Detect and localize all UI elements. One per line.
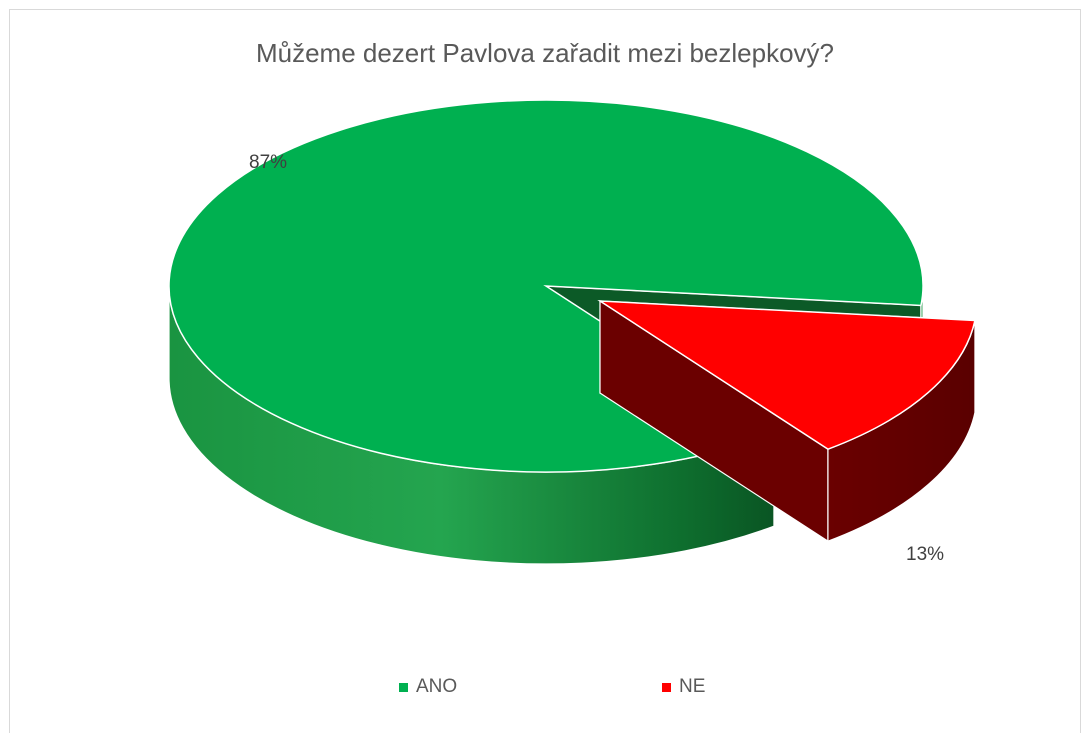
legend-swatch-ne [662, 682, 671, 692]
legend: ANO NE [0, 676, 1090, 706]
data-label-ano: 87% [249, 152, 287, 173]
legend-label-ne: NE [679, 676, 706, 697]
pie-top-ano [168, 99, 924, 473]
legend-item-ne: NE [662, 676, 705, 698]
data-label-ne: 13% [906, 544, 944, 565]
legend-label-ano: ANO [416, 676, 458, 697]
chart-title: Můžeme dezert Pavlova zařadit mezi bezle… [255, 38, 835, 68]
legend-item-ano: ANO [399, 676, 457, 698]
pie-slice-ne [597, 299, 976, 543]
legend-swatch-ano [399, 682, 408, 692]
pie-top-ne [597, 300, 976, 451]
